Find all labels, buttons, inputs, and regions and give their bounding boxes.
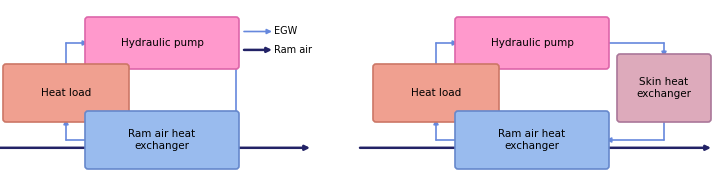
Text: Hydraulic pump: Hydraulic pump [120, 38, 203, 48]
Text: Heat load: Heat load [411, 88, 461, 98]
FancyBboxPatch shape [373, 64, 499, 122]
FancyBboxPatch shape [617, 54, 711, 122]
Text: Ram air heat
exchanger: Ram air heat exchanger [498, 129, 565, 151]
Text: Skin heat
exchanger: Skin heat exchanger [637, 77, 692, 99]
FancyBboxPatch shape [455, 111, 609, 169]
Text: Heat load: Heat load [41, 88, 91, 98]
Text: EGW: EGW [274, 26, 297, 37]
Text: Hydraulic pump: Hydraulic pump [491, 38, 573, 48]
Text: Ram air heat
exchanger: Ram air heat exchanger [128, 129, 195, 151]
FancyBboxPatch shape [85, 17, 239, 69]
FancyBboxPatch shape [455, 17, 609, 69]
FancyBboxPatch shape [3, 64, 129, 122]
Text: Ram air: Ram air [274, 45, 312, 55]
FancyBboxPatch shape [85, 111, 239, 169]
